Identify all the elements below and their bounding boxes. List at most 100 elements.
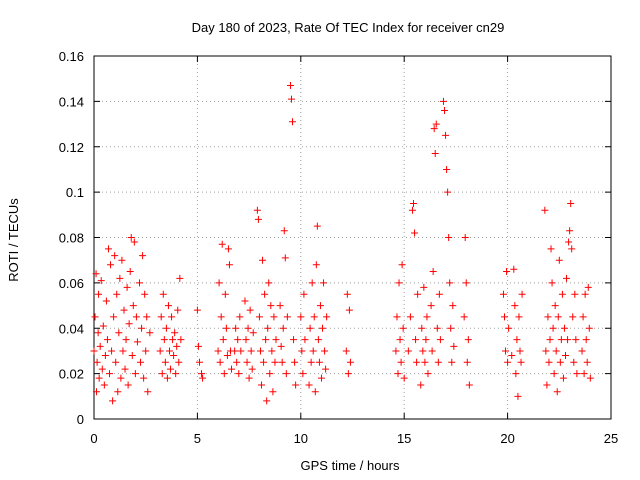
data-point <box>400 374 408 382</box>
data-point <box>123 283 131 291</box>
data-point <box>228 365 236 373</box>
data-point <box>247 347 255 355</box>
data-point <box>315 358 323 366</box>
y-tick-label: 0.14 <box>59 94 84 109</box>
x-tick-label: 5 <box>194 431 201 446</box>
data-point <box>500 313 508 321</box>
data-point <box>422 336 430 344</box>
data-point <box>411 229 419 237</box>
data-point <box>317 374 325 382</box>
data-point <box>311 388 319 396</box>
data-point <box>420 283 428 291</box>
y-tick-label: 0.04 <box>59 321 84 336</box>
data-point <box>245 374 253 382</box>
data-point <box>283 313 291 321</box>
data-point <box>431 150 439 158</box>
data-point <box>443 165 451 173</box>
data-point <box>549 324 557 332</box>
data-point <box>146 329 154 337</box>
data-point <box>583 358 591 366</box>
data-point <box>446 279 454 287</box>
x-tick-label: 10 <box>294 431 308 446</box>
data-point <box>342 347 350 355</box>
x-tick-label: 0 <box>90 431 97 446</box>
data-point <box>434 358 442 366</box>
data-point <box>413 358 421 366</box>
data-point <box>216 358 224 366</box>
data-point <box>262 336 270 344</box>
data-point <box>97 277 105 285</box>
data-point <box>248 365 256 373</box>
axis-ticks <box>93 55 612 420</box>
data-point <box>392 347 400 355</box>
data-point <box>132 313 140 321</box>
data-point <box>172 370 180 378</box>
data-point <box>292 381 300 389</box>
data-point <box>570 358 578 366</box>
data-point <box>96 342 104 350</box>
data-point <box>513 336 521 344</box>
y-tick-label: 0.08 <box>59 231 84 246</box>
data-point <box>280 227 288 235</box>
data-point <box>503 268 511 276</box>
data-point <box>444 188 452 196</box>
data-point <box>94 329 102 337</box>
data-point <box>319 324 327 332</box>
data-point <box>548 279 556 287</box>
data-point <box>224 245 232 253</box>
data-point <box>289 118 297 126</box>
data-point <box>572 336 580 344</box>
data-point <box>412 336 420 344</box>
data-point <box>168 313 176 321</box>
x-tick-label: 25 <box>604 431 618 446</box>
data-point <box>110 313 118 321</box>
data-point <box>124 381 132 389</box>
data-point <box>131 370 139 378</box>
data-point <box>127 234 135 241</box>
data-point <box>264 324 272 332</box>
data-point <box>258 381 266 389</box>
data-point <box>542 347 550 355</box>
data-point <box>93 358 101 366</box>
data-point <box>343 290 351 298</box>
data-point <box>259 256 267 264</box>
data-point <box>508 351 516 359</box>
data-point <box>193 306 201 314</box>
data-point <box>255 313 263 321</box>
data-point <box>199 374 207 382</box>
data-point <box>321 347 329 355</box>
data-point <box>573 370 581 378</box>
data-point <box>439 97 447 105</box>
data-point <box>111 252 119 260</box>
y-tick-label: 0.16 <box>59 49 84 64</box>
data-point <box>448 358 456 366</box>
data-point <box>98 365 106 373</box>
data-point <box>129 302 137 310</box>
data-point <box>290 336 298 344</box>
data-point <box>299 370 307 378</box>
data-point <box>547 245 555 253</box>
data-point <box>215 279 223 287</box>
x-tick-label: 15 <box>397 431 411 446</box>
data-point <box>126 268 134 276</box>
data-point <box>300 290 308 298</box>
data-point <box>232 324 240 332</box>
data-point <box>291 358 299 366</box>
data-point <box>194 342 202 350</box>
data-point <box>584 283 592 291</box>
data-point <box>125 320 133 328</box>
data-point <box>399 324 407 332</box>
data-point <box>222 324 230 332</box>
data-point <box>518 290 526 298</box>
data-point <box>560 324 568 332</box>
data-point <box>567 199 575 207</box>
data-point <box>517 358 525 366</box>
data-point <box>160 336 168 344</box>
data-point <box>218 240 226 248</box>
data-point <box>121 365 129 373</box>
y-axis-label: ROTI / TECUs <box>6 198 21 282</box>
data-point <box>460 313 468 321</box>
data-point <box>578 347 586 355</box>
data-point <box>504 358 512 366</box>
